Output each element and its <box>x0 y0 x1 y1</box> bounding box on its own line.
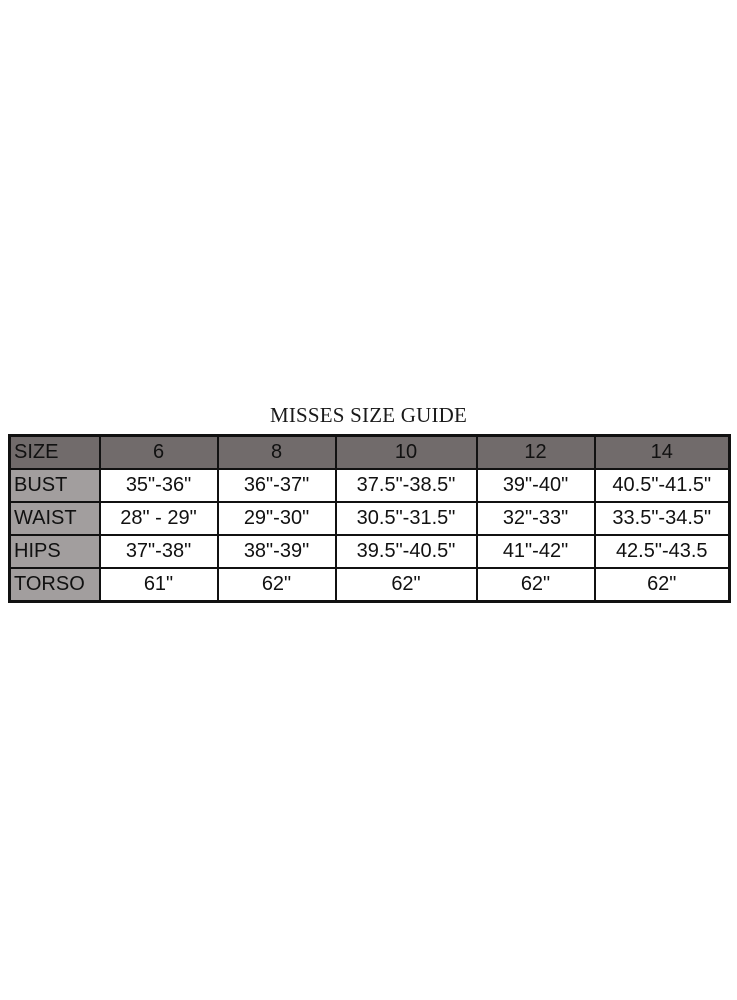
table-cell: 30.5"-31.5" <box>334 501 478 536</box>
table-cell: 37"-38" <box>98 534 219 569</box>
table-cell: 62" <box>216 567 337 603</box>
table-cell: 40.5"-41.5" <box>593 468 731 503</box>
table-cell: 33.5"-34.5" <box>593 501 731 536</box>
table-cell: 62" <box>593 567 731 603</box>
table-cell: 42.5"-43.5 <box>593 534 731 569</box>
header-row: SIZE 6 8 10 12 14 <box>8 434 731 470</box>
table-cell: 28" - 29" <box>98 501 219 536</box>
header-cell: 6 <box>98 434 219 470</box>
table-row: HIPS 37"-38" 38"-39" 39.5"-40.5" 41"-42" 42.5… <box>8 534 731 569</box>
row-label: HIPS <box>8 534 101 569</box>
header-cell: 14 <box>593 434 731 470</box>
table-cell: 36"-37" <box>216 468 337 503</box>
header-cell: 10 <box>334 434 478 470</box>
table-row: WAIST 28" - 29" 29"-30" 30.5"-31.5" 32"-33" 3… <box>8 501 731 536</box>
table-cell: 35"-36" <box>98 468 219 503</box>
table-cell: 62" <box>334 567 478 603</box>
row-label: TORSO <box>8 567 101 603</box>
table-cell: 39.5"-40.5" <box>334 534 478 569</box>
table-cell: 39"-40" <box>475 468 596 503</box>
table-cell: 29"-30" <box>216 501 337 536</box>
table-row: BUST 35"-36" 36"-37" 37.5"-38.5" 39"-40" 40.5… <box>8 468 731 503</box>
table-cell: 41"-42" <box>475 534 596 569</box>
size-guide-title: MISSES SIZE GUIDE <box>269 403 468 427</box>
header-cell: SIZE <box>8 434 101 470</box>
size-chart-table: SIZE 6 8 10 12 14 BUST 35"-36" 36"-37" 37.5… <box>8 434 731 603</box>
row-label: BUST <box>8 468 101 503</box>
table-cell: 37.5"-38.5" <box>334 468 478 503</box>
header-cell: 12 <box>475 434 596 470</box>
table-cell: 61" <box>98 567 219 603</box>
table-cell: 38"-39" <box>216 534 337 569</box>
table-cell: 62" <box>475 567 596 603</box>
table-row: TORSO 61" 62" 62" 62" 62" <box>8 567 731 603</box>
table-cell: 32"-33" <box>475 501 596 536</box>
row-label: WAIST <box>8 501 101 536</box>
header-cell: 8 <box>216 434 337 470</box>
